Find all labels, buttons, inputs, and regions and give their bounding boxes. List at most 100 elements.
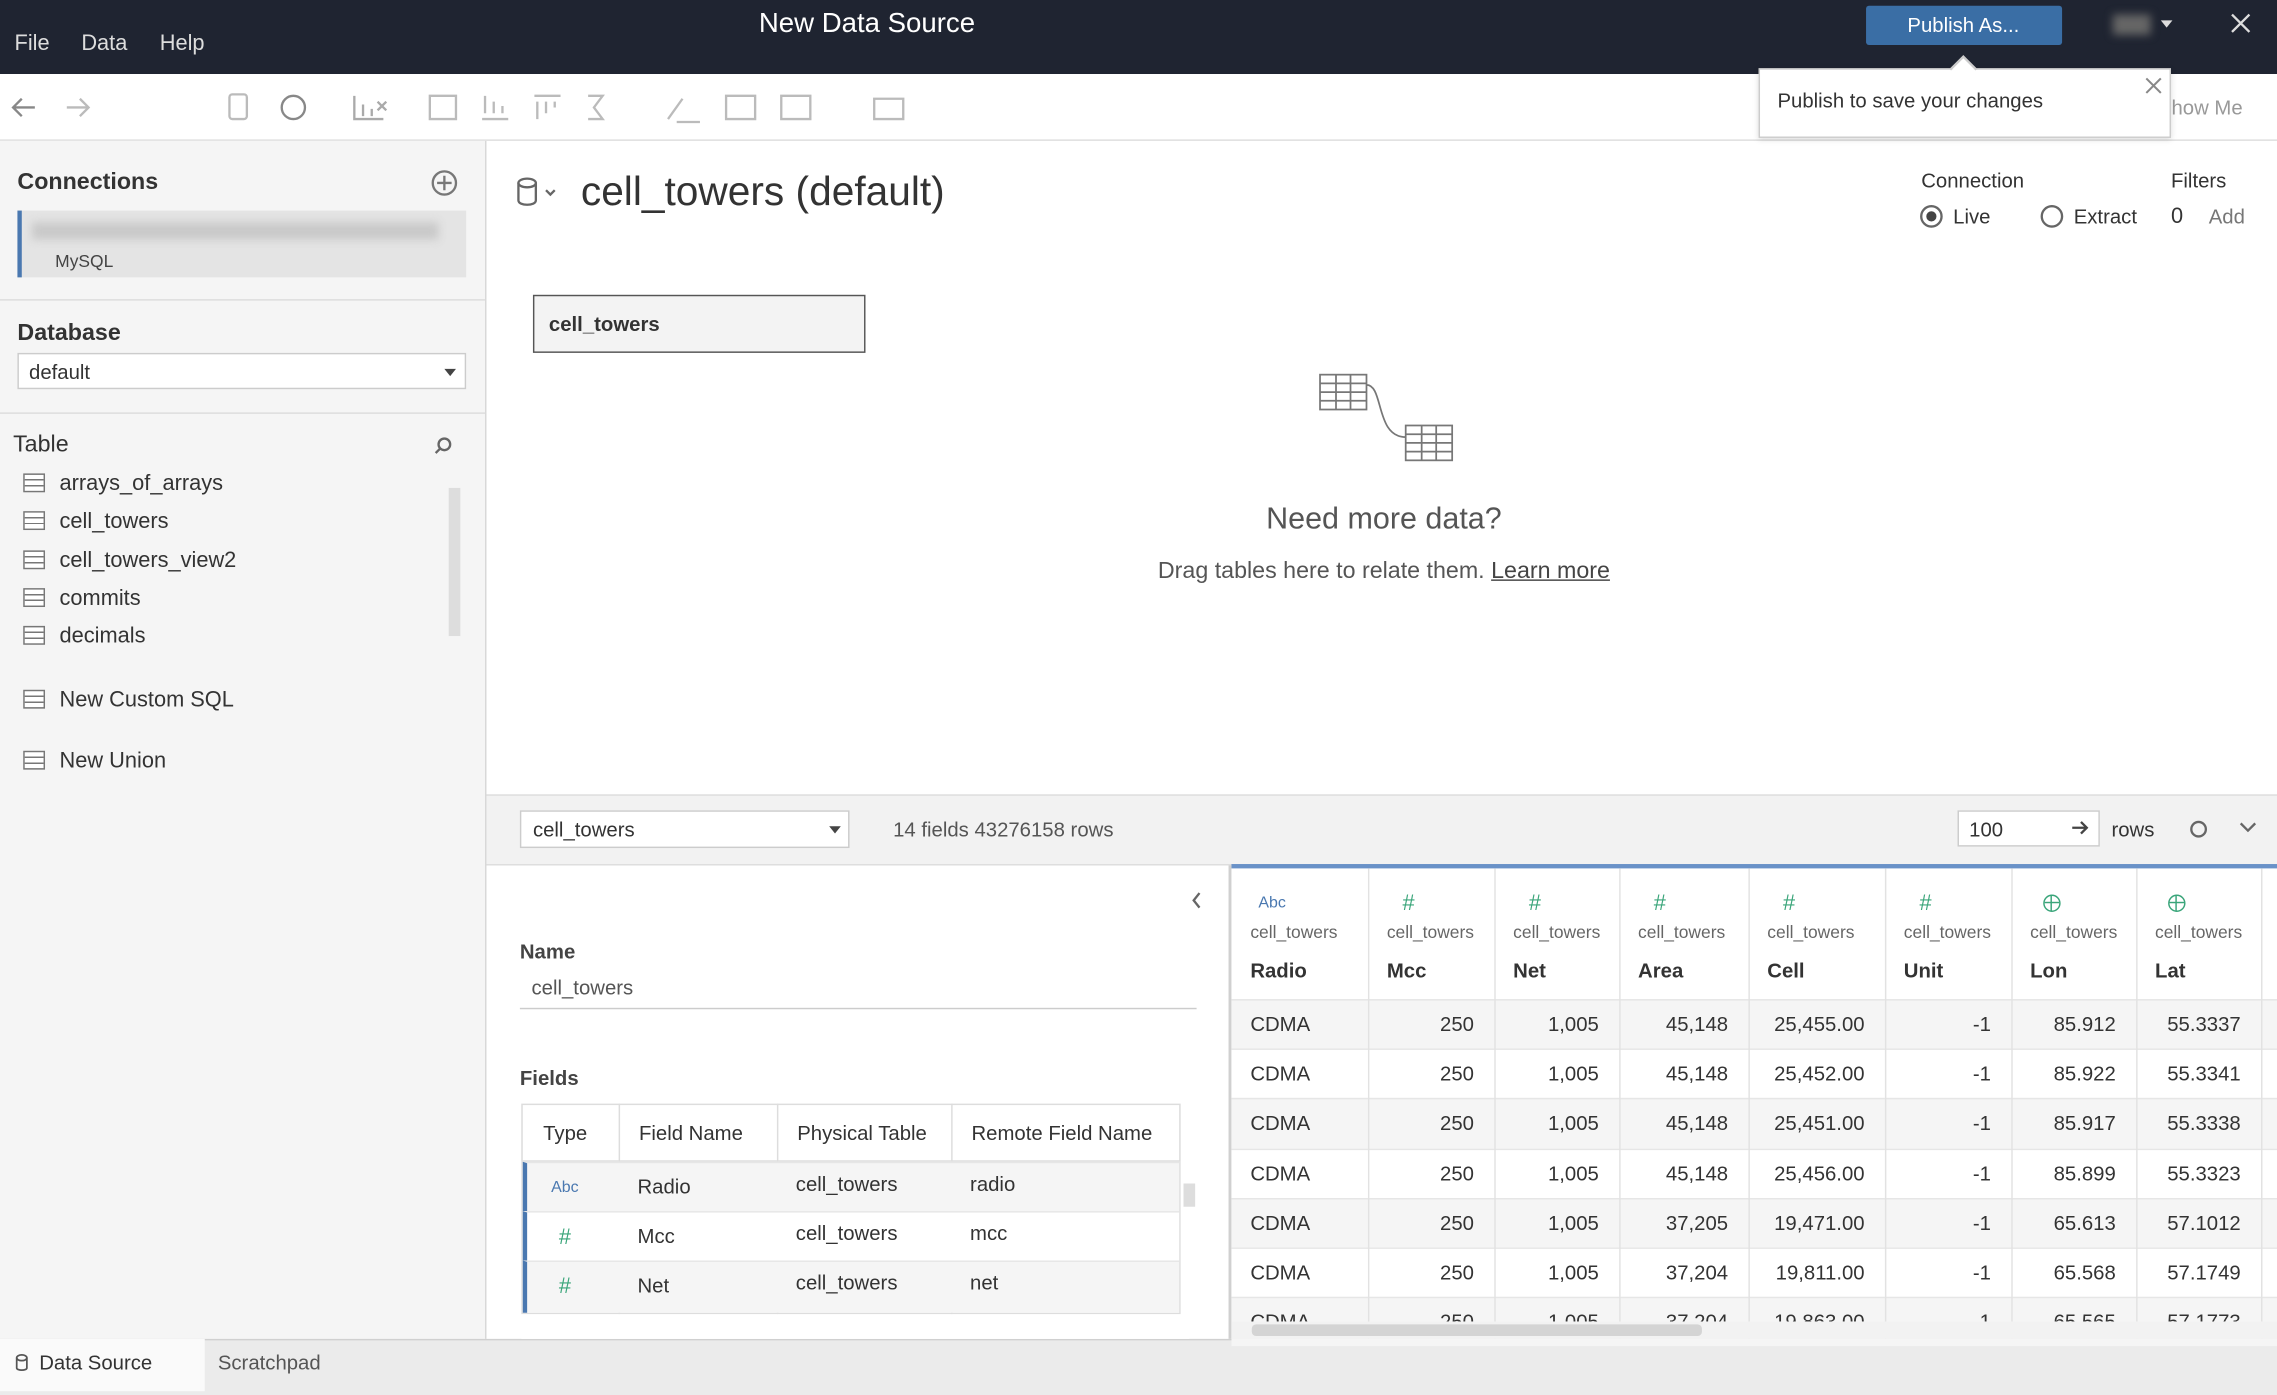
table-item[interactable]: cell_towers bbox=[59, 509, 169, 535]
toolbar-icon[interactable] bbox=[228, 93, 249, 121]
show-me[interactable]: Show Me bbox=[2157, 95, 2243, 120]
refresh-icon[interactable] bbox=[280, 94, 307, 121]
column-name[interactable]: Lon bbox=[2030, 958, 2068, 982]
field-cell[interactable]: Net bbox=[637, 1273, 670, 1297]
field-cell: net bbox=[970, 1270, 999, 1294]
toolbar-icon bbox=[428, 94, 605, 121]
collapse-icon[interactable] bbox=[2239, 822, 2257, 833]
grid-cell: 85.912 bbox=[2053, 1012, 2116, 1036]
forward-icon[interactable] bbox=[66, 97, 91, 117]
add-connection-icon[interactable] bbox=[431, 170, 458, 196]
column-type-icon: # bbox=[1528, 890, 1542, 916]
back-icon[interactable] bbox=[11, 97, 35, 117]
grid-row-bg bbox=[1231, 1098, 2277, 1149]
new-custom-sql[interactable]: New Custom SQL bbox=[59, 687, 234, 713]
connection-name-blurred bbox=[31, 222, 439, 240]
column-name[interactable]: Area bbox=[1638, 958, 1684, 982]
publish-button[interactable] bbox=[1866, 5, 2063, 46]
datasource-icon[interactable] bbox=[517, 177, 538, 189]
database-value[interactable]: default bbox=[29, 360, 91, 384]
grid-cell: 37,204 bbox=[1665, 1260, 1729, 1284]
fields-header-cell: Physical Table bbox=[797, 1121, 927, 1145]
fields-row bbox=[522, 1161, 1180, 1212]
rows-input-value[interactable]: 100 bbox=[1969, 817, 2004, 841]
collapse-panel-icon[interactable] bbox=[1192, 892, 1201, 909]
column-name[interactable]: Net bbox=[1513, 958, 1546, 982]
grid-cell: -1 bbox=[1972, 1161, 1991, 1185]
grid-cell: 45,148 bbox=[1665, 1111, 1729, 1135]
learn-more-link[interactable]: Learn more bbox=[1491, 559, 1610, 584]
tab[interactable]: Data Source bbox=[39, 1350, 153, 1374]
grid-divider bbox=[2261, 868, 2263, 1339]
toolbar-icon bbox=[667, 94, 905, 124]
plus bbox=[437, 175, 452, 191]
column-type-icon: # bbox=[1402, 890, 1415, 916]
dropdown-caret bbox=[444, 368, 456, 377]
database-select[interactable] bbox=[17, 352, 467, 390]
grid-cell: 55.3338 bbox=[2167, 1111, 2241, 1135]
grid-divider bbox=[1494, 868, 1496, 1339]
tooltip-close[interactable] bbox=[2145, 77, 2162, 94]
radio-extract[interactable] bbox=[2040, 205, 2064, 228]
grid-cell: 45,148 bbox=[1665, 1012, 1729, 1036]
grid-cell: 19,471.00 bbox=[1774, 1210, 1865, 1235]
new-union[interactable]: New Union bbox=[59, 748, 167, 774]
grid-top-border bbox=[1231, 864, 2277, 869]
toolbar-icon bbox=[353, 95, 388, 121]
filters-count: 0 bbox=[2170, 204, 2184, 229]
table-select-value[interactable]: cell_towers bbox=[532, 817, 635, 841]
column-name[interactable]: Cell bbox=[1767, 958, 1805, 982]
live-label[interactable]: Live bbox=[1953, 204, 1991, 228]
tab-active[interactable] bbox=[0, 1338, 205, 1392]
grid-cell: 55.3341 bbox=[2167, 1061, 2241, 1086]
grid-divider bbox=[1619, 868, 1621, 1339]
radio-live-dot bbox=[1926, 211, 1937, 222]
field-cell[interactable]: Radio bbox=[637, 1174, 691, 1199]
filters-add[interactable]: Add bbox=[2208, 204, 2245, 228]
tab[interactable]: Scratchpad bbox=[217, 1350, 321, 1374]
menu-item[interactable]: Help bbox=[159, 31, 205, 56]
table-box[interactable] bbox=[532, 294, 866, 353]
column-name[interactable]: Lat bbox=[2155, 958, 2186, 982]
table-item[interactable]: commits bbox=[59, 585, 141, 611]
table-icon bbox=[23, 549, 46, 569]
search-icon[interactable] bbox=[437, 437, 452, 452]
grid-cell: 65.568 bbox=[2053, 1260, 2116, 1284]
go-arrow[interactable] bbox=[2072, 821, 2089, 835]
radio-live[interactable] bbox=[1920, 205, 1943, 228]
field-cell[interactable]: Mcc bbox=[637, 1224, 675, 1248]
menu-item[interactable]: File bbox=[14, 31, 50, 56]
column-name[interactable]: Mcc bbox=[1386, 958, 1427, 982]
table-select[interactable] bbox=[519, 810, 850, 849]
grid-divider bbox=[2136, 868, 2138, 1339]
column-table: cell_towers bbox=[2030, 922, 2118, 943]
column-name[interactable]: Unit bbox=[1903, 958, 1944, 982]
table-name[interactable]: cell_towers bbox=[548, 312, 660, 336]
grid-cell: 1,005 bbox=[1547, 1161, 1599, 1185]
fields-header-cell: Field Name bbox=[638, 1121, 743, 1145]
grid-cell: 1,005 bbox=[1547, 1012, 1599, 1036]
publish-label[interactable]: Publish As... bbox=[1907, 13, 2020, 37]
column-table: cell_towers bbox=[1250, 922, 1338, 943]
column-type-icon: # bbox=[1783, 890, 1796, 916]
column-name[interactable]: Radio bbox=[1250, 958, 1307, 982]
section-title: Database bbox=[17, 320, 121, 346]
empty-title: Need more data? bbox=[1266, 502, 1502, 536]
table-item[interactable]: decimals bbox=[59, 623, 146, 649]
fields-header-cell: Type bbox=[543, 1121, 588, 1145]
close-icon[interactable] bbox=[2231, 13, 2251, 33]
field-type-icon: Abc bbox=[551, 1179, 579, 1197]
grid-cell: 57.1749 bbox=[2167, 1260, 2241, 1284]
table-item[interactable]: cell_towers_view2 bbox=[59, 547, 237, 573]
grid-divider bbox=[1748, 868, 1750, 1339]
extract-label[interactable]: Extract bbox=[2073, 204, 2137, 228]
menu-item[interactable]: Data bbox=[81, 31, 128, 56]
table-icon bbox=[23, 689, 46, 709]
table-icon bbox=[23, 587, 46, 607]
fields-row bbox=[522, 1211, 1180, 1261]
settings-icon[interactable] bbox=[2190, 820, 2208, 838]
table-item[interactable]: arrays_of_arrays bbox=[59, 471, 223, 496]
empty-text: Drag tables here to relate them. bbox=[1157, 559, 1485, 584]
avatar-blurred[interactable] bbox=[2112, 14, 2151, 35]
